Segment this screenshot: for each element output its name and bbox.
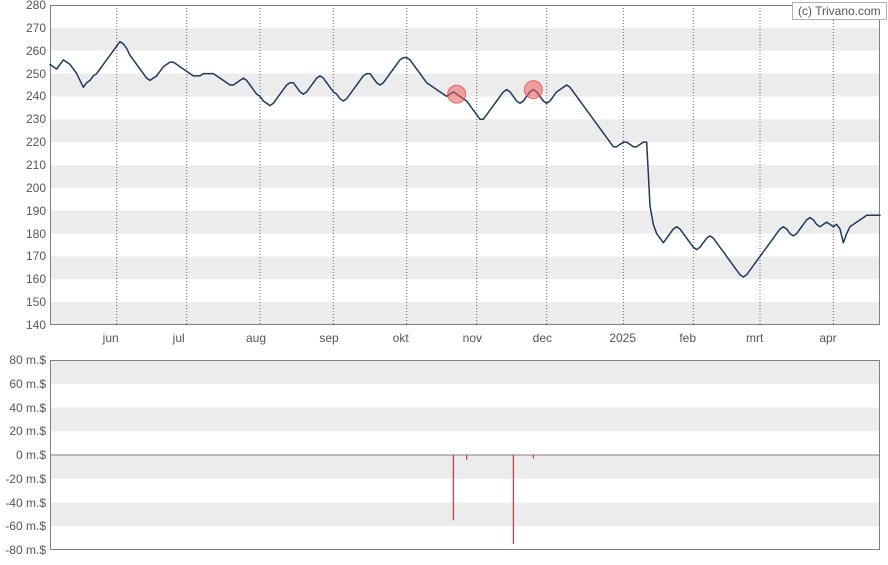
volume-y-tick: -40 m.$ bbox=[5, 496, 46, 510]
volume-y-tick: 80 m.$ bbox=[9, 353, 46, 367]
price-y-tick: 150 bbox=[26, 295, 46, 309]
volume-y-tick: 40 m.$ bbox=[9, 401, 46, 415]
price-chart bbox=[0, 5, 888, 325]
price-y-tick: 180 bbox=[26, 227, 46, 241]
month-label: jun bbox=[103, 331, 119, 345]
price-y-tick: 200 bbox=[26, 181, 46, 195]
month-label: dec bbox=[533, 331, 552, 345]
price-y-tick: 280 bbox=[26, 0, 46, 12]
price-y-tick: 220 bbox=[26, 135, 46, 149]
price-y-tick: 210 bbox=[26, 158, 46, 172]
price-y-tick: 260 bbox=[26, 44, 46, 58]
month-label: mrt bbox=[746, 331, 763, 345]
source-label: (c) Trivano.com bbox=[792, 2, 887, 20]
price-y-tick: 250 bbox=[26, 67, 46, 81]
month-label: sep bbox=[319, 331, 338, 345]
volume-y-tick: 60 m.$ bbox=[9, 377, 46, 391]
month-label: apr bbox=[819, 331, 836, 345]
volume-y-tick: -20 m.$ bbox=[5, 472, 46, 486]
month-label: aug bbox=[246, 331, 266, 345]
volume-y-tick: -60 m.$ bbox=[5, 519, 46, 533]
month-label: nov bbox=[463, 331, 482, 345]
month-label: feb bbox=[679, 331, 696, 345]
volume-y-tick: -80 m.$ bbox=[5, 543, 46, 557]
chart-stage: 140 150 160 170 180 190 200 210 220 230 240 250 260 2… bbox=[0, 0, 888, 565]
price-y-tick: 140 bbox=[26, 318, 46, 332]
price-y-tick: 170 bbox=[26, 249, 46, 263]
month-label: jul bbox=[173, 331, 185, 345]
volume-chart bbox=[0, 360, 888, 550]
price-y-tick: 270 bbox=[26, 21, 46, 35]
price-y-tick: 230 bbox=[26, 112, 46, 126]
price-y-tick: 160 bbox=[26, 272, 46, 286]
volume-y-tick: 20 m.$ bbox=[9, 424, 46, 438]
price-y-tick: 190 bbox=[26, 204, 46, 218]
price-y-tick: 240 bbox=[26, 89, 46, 103]
volume-y-tick: 0 m.$ bbox=[16, 448, 46, 462]
month-label: 2025 bbox=[609, 331, 636, 345]
month-label: okt bbox=[393, 331, 409, 345]
